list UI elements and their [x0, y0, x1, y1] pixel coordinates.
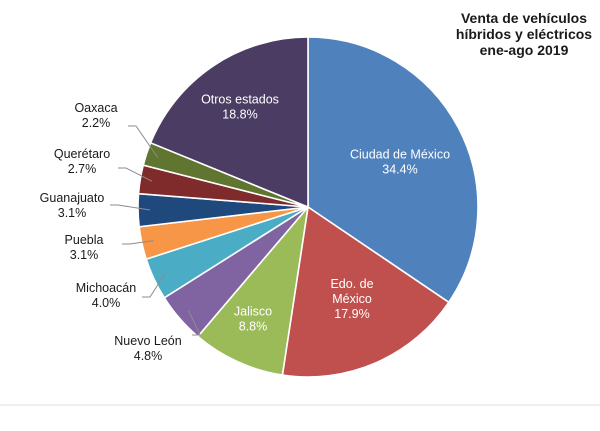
- slice-label-edo-de-mexico: 17.9%: [334, 307, 369, 321]
- leader-line-queretaro: [118, 167, 153, 182]
- leader-line-nuevo-leon: [188, 310, 201, 336]
- slice-label-ciudad-de-mexico: 34.4%: [382, 163, 417, 177]
- slice-label-queretaro: Querétaro: [54, 147, 110, 161]
- slice-label-otros-estados: 18.8%: [222, 108, 257, 122]
- slice-label-nuevo-leon: 4.8%: [134, 349, 163, 363]
- pie-slice-edo-de-mexico: [281, 205, 450, 378]
- slice-label-michoacan: Michoacán: [76, 281, 136, 295]
- leader-line-oaxaca: [128, 125, 159, 158]
- slice-label-otros-estados: Otros estados: [201, 93, 279, 107]
- chart-title-line: ene-ago 2019: [480, 42, 569, 58]
- slice-label-guanajuato: 3.1%: [58, 206, 87, 220]
- leader-line-puebla: [122, 240, 154, 245]
- chart-title-line: híbridos y eléctricos: [456, 26, 592, 42]
- slice-label-oaxaca: Oaxaca: [74, 101, 117, 115]
- pie-slice-otros-estados: [149, 36, 309, 209]
- slice-label-queretaro: 2.7%: [68, 162, 97, 176]
- label-leader-lines: [110, 125, 201, 336]
- slice-label-puebla: Puebla: [65, 233, 104, 247]
- slice-label-michoacan: 4.0%: [92, 296, 121, 310]
- slice-label-ciudad-de-mexico: Ciudad de México: [350, 148, 450, 162]
- slice-label-jalisco: Jalisco: [234, 305, 272, 319]
- slice-label-edo-de-mexico: Edo. de: [330, 277, 373, 291]
- slice-label-jalisco: 8.8%: [239, 320, 268, 334]
- pie-slice-ciudad-de-mexico: [307, 36, 479, 304]
- slice-label-oaxaca: 2.2%: [82, 116, 111, 130]
- chart-title-line: Venta de vehículos: [461, 10, 587, 26]
- slice-label-nuevo-leon: Nuevo León: [114, 334, 181, 348]
- pie-slice-jalisco: [196, 204, 310, 376]
- leader-line-michoacan: [142, 273, 166, 298]
- slice-label-guanajuato: Guanajuato: [40, 191, 105, 205]
- slice-label-puebla: 3.1%: [70, 248, 99, 262]
- pie-slices: [137, 36, 479, 378]
- leader-line-guanajuato: [110, 204, 150, 211]
- slice-label-edo-de-mexico: México: [332, 292, 372, 306]
